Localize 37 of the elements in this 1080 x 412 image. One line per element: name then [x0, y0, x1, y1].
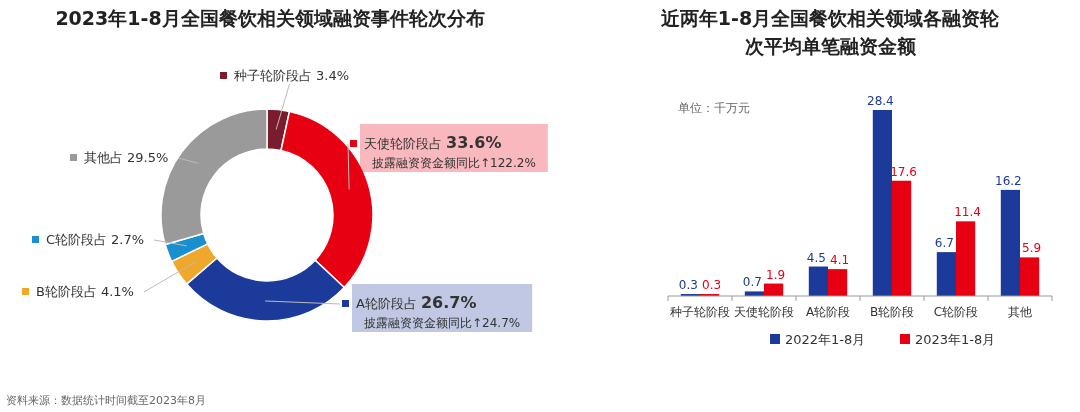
text: 披露融资资金额同比↑122.2%: [372, 156, 536, 170]
chart-title: 近两年1-8月全国餐饮相关领域各融资轮次平均单笔融资金额: [660, 6, 1000, 59]
chart-title: 2023年1-8月全国餐饮相关领域融资事件轮次分布: [54, 6, 486, 31]
x-tick-label: 种子轮阶段: [670, 305, 730, 319]
data-label: 0.3: [702, 278, 722, 293]
data-label: 6.7: [934, 236, 954, 251]
x-tick-label: B轮阶段: [869, 305, 915, 319]
x-tick-label: 其他: [1008, 305, 1032, 319]
data-label: 4.1%: [100, 284, 134, 299]
x-tick-label: 天使轮阶段: [734, 305, 794, 319]
legend-label: 其他占: [84, 150, 123, 165]
data-label: 26.7%: [420, 293, 477, 312]
data-label: 11.4: [954, 205, 981, 220]
legend-label: C轮阶段占: [46, 232, 108, 247]
data-label: 3.4%: [316, 68, 350, 83]
x-tick-label: A轮阶段: [805, 305, 851, 319]
legend-label: 2022年1-8月: [785, 332, 866, 347]
data-label: 4.5: [806, 250, 826, 265]
annotation: 单位：千万元: [678, 101, 750, 115]
data-label: 29.5%: [127, 150, 169, 165]
data-label: 2.7%: [111, 232, 145, 247]
text: 披露融资资金额同比↑24.7%: [364, 316, 521, 330]
data-label: 1.9: [766, 267, 786, 282]
data-label: 33.6%: [446, 133, 502, 152]
data-label: 0.7: [742, 275, 762, 290]
data-label: 28.4: [867, 94, 894, 108]
x-tick-label: C轮阶段: [933, 305, 979, 319]
legend-label: A轮阶段占: [356, 296, 417, 311]
data-label: 16.2: [995, 173, 1022, 188]
legend-label: 2023年1-8月: [915, 332, 996, 347]
legend-label: B轮阶段占: [36, 284, 97, 299]
text: 资料来源：数据统计时间截至2023年8月: [6, 394, 206, 407]
legend-label: 天使轮阶段占: [364, 136, 442, 151]
data-label: 0.3: [678, 278, 698, 293]
data-label: 4.1: [830, 253, 850, 268]
legend-label: 种子轮阶段占: [234, 68, 312, 83]
data-label: 5.9: [1022, 241, 1042, 256]
